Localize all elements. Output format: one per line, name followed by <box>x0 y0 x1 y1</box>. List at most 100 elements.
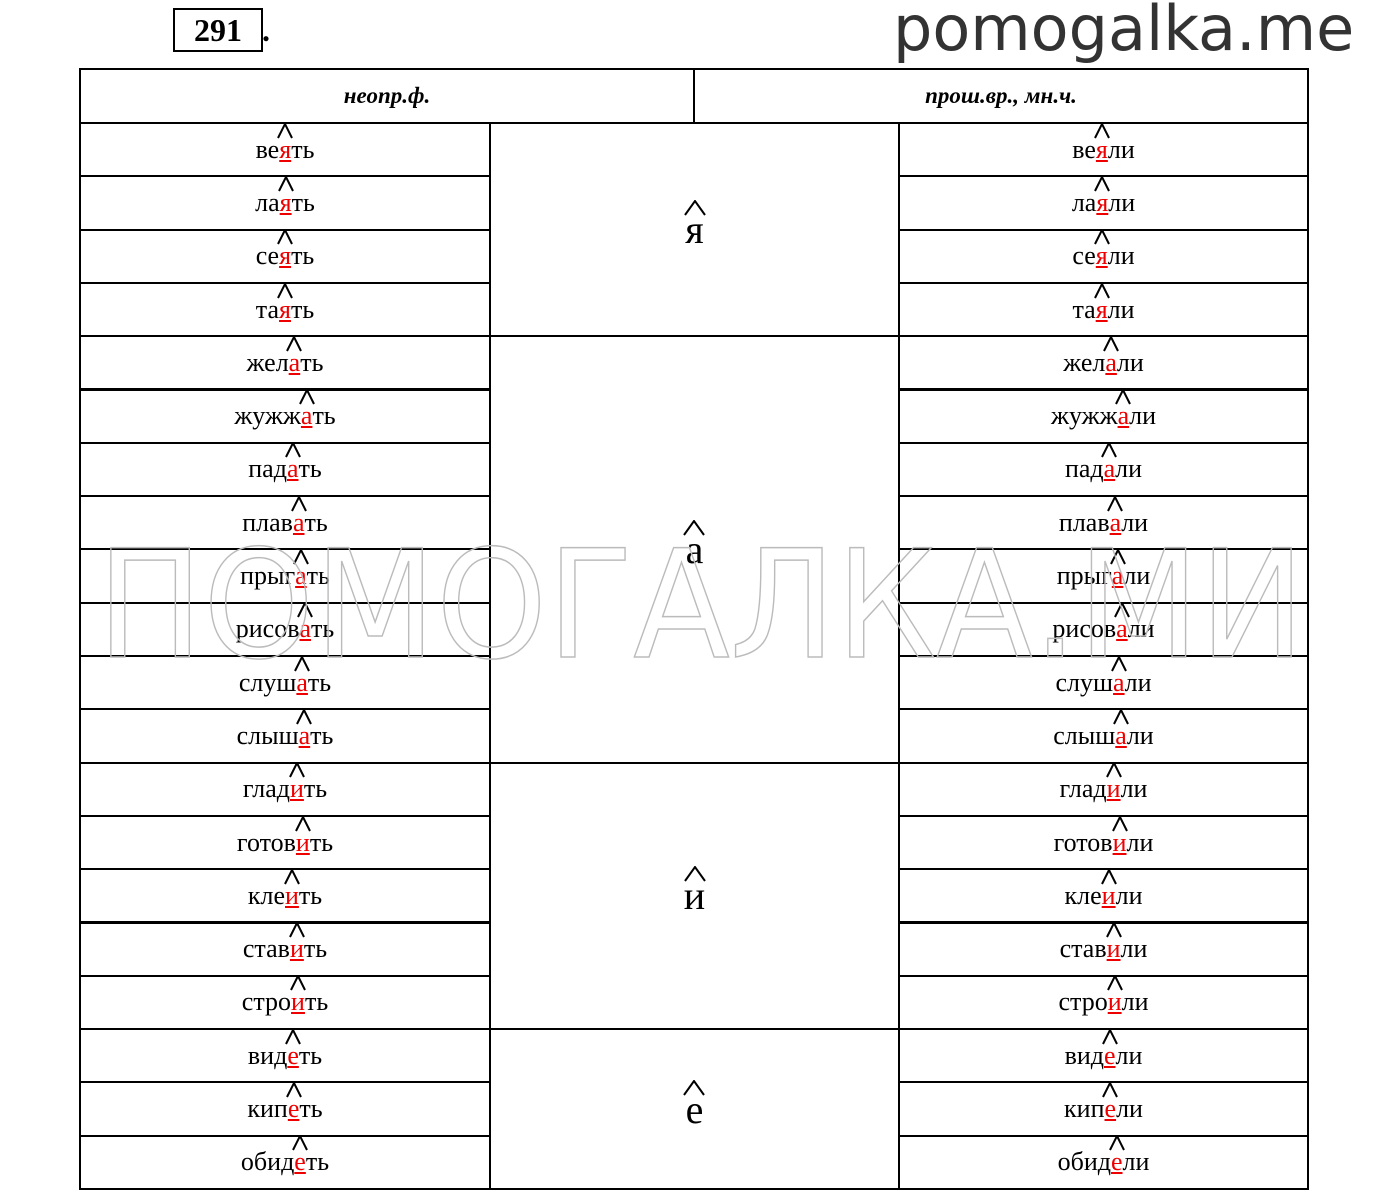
site-name: pomogalka.me <box>893 0 1355 65</box>
number: 291 <box>194 11 242 48</box>
word-part: глад <box>242 774 290 804</box>
word-part: ли <box>1121 507 1149 537</box>
infinitive-cell: прыг а ть <box>79 548 491 604</box>
caret <box>298 389 315 405</box>
word-part: рисов <box>235 614 300 644</box>
infinitive-cell: ла я ть <box>79 175 491 231</box>
group-letter: е <box>683 1079 706 1133</box>
header-cell: неопр.ф. <box>79 68 695 124</box>
word-part: ли <box>1122 1147 1150 1177</box>
infinitive-cell: готов и ть <box>79 814 491 871</box>
marked-letter: и <box>294 815 311 858</box>
infinitive-cell: ве я ть <box>79 122 491 178</box>
word-part: жужж <box>1051 401 1118 431</box>
marked-letter: и <box>289 762 305 804</box>
caret <box>277 122 294 139</box>
past-cell: рисов а ли <box>898 601 1309 657</box>
caret <box>1111 815 1128 831</box>
marked-letter: я <box>1094 175 1111 218</box>
past-cell: прыг а ли <box>898 548 1309 604</box>
caret <box>683 866 706 882</box>
word-part: та <box>1072 294 1096 324</box>
marked-letter: я <box>277 282 293 325</box>
word-part: ли <box>1116 347 1144 377</box>
caret <box>277 229 293 245</box>
past-cell: ве я ли <box>898 122 1309 178</box>
marked-letter: а <box>286 335 303 378</box>
caret <box>1105 762 1122 778</box>
caret <box>294 815 311 831</box>
past-cell: вид е ли <box>898 1028 1309 1084</box>
caret <box>1094 175 1111 192</box>
caret <box>1100 868 1117 885</box>
past-cell: обид е ли <box>898 1134 1309 1190</box>
marked-letter: а <box>297 602 314 644</box>
marked-letter: а <box>290 495 307 538</box>
exercise-number: 291 <box>173 8 263 52</box>
word-part: ть <box>312 401 336 431</box>
past-cell: готов и ли <box>898 814 1309 871</box>
infinitive-cell: слуш а ть <box>79 655 491 711</box>
marked-letter: а <box>1113 708 1129 751</box>
word-part: кле <box>1064 880 1102 910</box>
caret <box>1101 442 1118 458</box>
word-part: та <box>255 294 280 324</box>
caret <box>683 519 706 536</box>
word-part: ть <box>290 294 315 324</box>
marked-letter: е <box>1102 1082 1119 1124</box>
caret <box>289 762 305 778</box>
letter-cell: я <box>489 122 900 338</box>
marked-letter: а <box>298 389 315 431</box>
marked-letter: е <box>292 1135 308 1177</box>
word-part: глад <box>1059 774 1107 804</box>
caret <box>292 1135 308 1151</box>
infinitive-cell: глад и ть <box>79 761 491 817</box>
marked-letter: е <box>1101 1028 1118 1071</box>
caret <box>290 975 306 991</box>
word-part: ве <box>255 134 280 164</box>
header-cell: прош.вр., мн.ч. <box>693 68 1309 124</box>
marked-letter: и <box>288 922 305 964</box>
caret <box>1105 922 1122 938</box>
marked-letter: я <box>1093 122 1110 165</box>
marked-letter: а <box>1115 389 1132 431</box>
word-part: жел <box>246 347 289 377</box>
marked-letter: а <box>1101 442 1118 484</box>
word-part: жел <box>1063 347 1106 377</box>
marked-letter: я <box>1093 229 1110 271</box>
marked-letter: я <box>277 122 294 165</box>
word-part: ть <box>311 614 335 644</box>
caret <box>296 708 313 725</box>
header-text: прош.вр., мн.ч. <box>925 83 1077 108</box>
caret <box>277 282 293 298</box>
word-part: прыг <box>240 561 296 591</box>
word-part: се <box>1072 241 1096 271</box>
caret <box>284 868 300 885</box>
number-suffix: . <box>262 12 270 48</box>
marked-letter: а <box>296 708 313 751</box>
word-part: ть <box>291 241 315 271</box>
word-part: слуш <box>1055 667 1114 697</box>
past-cell: став и ли <box>898 921 1309 977</box>
word-part: обид <box>240 1147 295 1177</box>
past-cell: ла я ли <box>898 175 1309 231</box>
caret <box>285 1028 301 1045</box>
marked-letter: я <box>1093 282 1110 325</box>
word-part: ли <box>1124 667 1152 697</box>
infinitive-cell: та я ть <box>79 281 491 338</box>
caret <box>1093 122 1110 139</box>
word-part: плав <box>242 507 293 537</box>
word-part: стро <box>1058 987 1108 1017</box>
word-part: готов <box>236 827 296 857</box>
word-part: ли <box>1123 561 1151 591</box>
word-part: ли <box>1115 880 1143 910</box>
word-part: пад <box>1064 454 1104 484</box>
infinitive-cell: кле и ть <box>79 868 491 924</box>
marked-letter: е <box>285 1028 301 1071</box>
word-part: ли <box>1107 294 1135 324</box>
word-part: плав <box>1058 507 1110 537</box>
letter-cell: а <box>489 335 900 764</box>
group-letter: и <box>683 866 706 919</box>
caret <box>1108 1135 1125 1151</box>
